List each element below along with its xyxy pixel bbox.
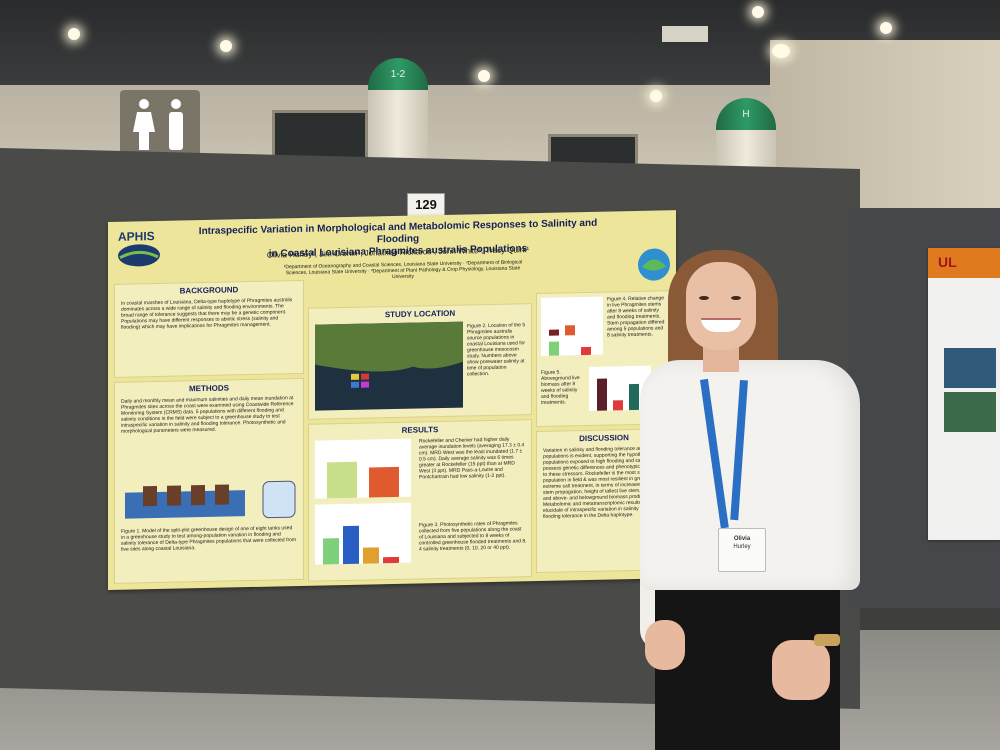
ceiling-light bbox=[880, 22, 892, 34]
results-section: RESULTS Rockefeller and Chenier had high… bbox=[308, 419, 532, 582]
restroom-sign bbox=[120, 90, 200, 160]
neighbouring-poster-header: UL bbox=[928, 248, 1000, 278]
background-text: In coastal marshes of Louisiana, Delta-t… bbox=[121, 297, 293, 331]
background-section: BACKGROUND In coastal marshes of Louisia… bbox=[114, 279, 304, 378]
column-label: 1-2 bbox=[368, 58, 428, 90]
air-vent bbox=[662, 26, 708, 42]
chart-bar bbox=[369, 466, 399, 498]
photosynthesis-chart bbox=[315, 502, 411, 565]
ceiling-light bbox=[478, 70, 490, 82]
satellite-map bbox=[944, 348, 996, 388]
figure2-caption: Figure 2. Location of the 5 Phragmites a… bbox=[467, 322, 526, 378]
presenter-eye bbox=[699, 296, 709, 300]
methods-text: Daily and monthly mean and maximum salin… bbox=[121, 395, 294, 435]
chart-bar bbox=[581, 346, 591, 356]
chart-bar bbox=[613, 400, 623, 411]
inundation-chart bbox=[315, 438, 411, 499]
ceiling-light bbox=[220, 40, 232, 52]
stem-change-chart bbox=[541, 296, 603, 356]
ceiling-light bbox=[772, 44, 790, 58]
presenter-smile bbox=[701, 318, 741, 332]
background-heading: BACKGROUND bbox=[179, 285, 239, 296]
chart-bar bbox=[327, 461, 357, 499]
presenter-left-hand bbox=[645, 620, 685, 670]
globe-logo-icon bbox=[638, 248, 670, 281]
presenter-right-hand bbox=[772, 640, 830, 700]
methods-heading: METHODS bbox=[189, 383, 229, 394]
name-badge-text: Olivia Hurley bbox=[719, 535, 765, 551]
name-badge: Olivia Hurley bbox=[718, 528, 766, 572]
methods-section: METHODS Daily and monthly mean and maxim… bbox=[114, 377, 304, 584]
research-poster: APHIS Intraspecific Variation in Morphol… bbox=[108, 210, 676, 590]
poster-affiliations: ¹Department of Oceanography and Coastal … bbox=[283, 259, 523, 281]
chart-bar bbox=[629, 383, 639, 411]
presenter-face bbox=[686, 262, 756, 350]
aphis-emblem-icon bbox=[118, 244, 160, 267]
chart-bar bbox=[363, 547, 379, 564]
satellite-map bbox=[944, 392, 996, 432]
figure1-caption: Figure 1. Model of the split-plot greenh… bbox=[121, 525, 297, 553]
louisiana-map-figure bbox=[315, 321, 463, 411]
booth-number: 129 bbox=[407, 193, 445, 217]
ul-logo: UL bbox=[938, 254, 957, 270]
study-location-section: STUDY LOCATION Figure 2. Location of the… bbox=[308, 303, 532, 420]
greenhouse-tank-figure bbox=[125, 480, 296, 519]
ceiling-light bbox=[68, 28, 80, 40]
aphis-logo-text: APHIS bbox=[118, 229, 155, 244]
results-text: Rockefeller and Chenier had higher daily… bbox=[419, 436, 525, 481]
map-icon bbox=[315, 321, 463, 388]
restroom-icon bbox=[133, 99, 183, 150]
ceiling-light bbox=[752, 6, 764, 18]
chart-bar bbox=[549, 329, 559, 336]
aphis-logo: APHIS bbox=[112, 224, 168, 270]
chart-bar bbox=[343, 525, 359, 565]
wristwatch-icon bbox=[814, 634, 840, 646]
badge-last-name: Hurley bbox=[733, 544, 751, 550]
presenter-eye bbox=[731, 296, 741, 300]
results-heading: RESULTS bbox=[401, 425, 439, 435]
chart-bar bbox=[383, 556, 399, 564]
ceiling-light bbox=[650, 90, 662, 102]
figure3-caption: Figure 3. Photosynthetic rates of Phragm… bbox=[419, 520, 527, 553]
badge-first-name: Olivia bbox=[733, 536, 751, 542]
figure5-caption: Figure 5. Aboveground live biomass after… bbox=[541, 369, 580, 406]
neighbouring-poster: UL bbox=[928, 248, 1000, 540]
chart-bar bbox=[565, 325, 575, 336]
figure4-caption: Figure 4. Relative change in live Phragm… bbox=[607, 295, 665, 339]
study-location-heading: STUDY LOCATION bbox=[384, 308, 456, 320]
chart-bar bbox=[323, 538, 339, 565]
column-label: H bbox=[716, 98, 776, 130]
chart-bar bbox=[549, 341, 559, 356]
chart-bar bbox=[597, 378, 607, 411]
